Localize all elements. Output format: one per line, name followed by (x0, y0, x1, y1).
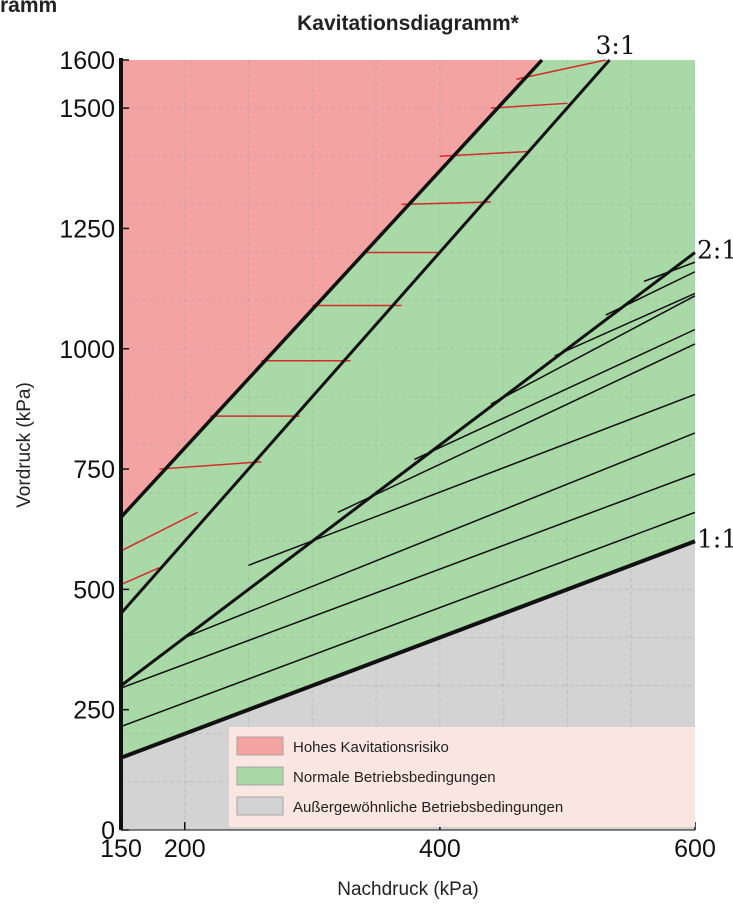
ratio-label-1-1: 1:1 (697, 524, 733, 553)
region-normale-betriebsbedingungen (121, 60, 695, 758)
hatch-line-red (516, 59, 606, 80)
hatch-line-red (120, 511, 198, 552)
ratio-label-layer: 3:1 2:1 1:1 (596, 31, 733, 553)
axes-layer (119, 58, 695, 831)
y-tick-label: 250 (73, 697, 115, 725)
tick-label-layer: 0 250 500 750 1000 1250 1500 1600 150 200 400 600 (59, 47, 715, 863)
x-tick-label: 200 (164, 835, 206, 863)
x-axis-title: Nachdruck (kPa) (337, 879, 479, 900)
legend-box (229, 727, 695, 827)
hatch-line-black (120, 473, 696, 689)
hatch-line-red (120, 567, 160, 586)
legend-label-normale-betriebsbedingungen: Normale Betriebsbedingungen (293, 769, 496, 786)
x-tick-label: 150 (100, 835, 142, 863)
legend-swatch-normale-betriebsbedingungen (236, 766, 284, 786)
y-tick-label: 1500 (59, 95, 115, 123)
legend: Hohes Kavitationsrisiko Normale Betriebsb… (229, 727, 695, 827)
ratio-line-3-1 (119, 59, 611, 615)
chart-title: Kavitationsdiagramm* (297, 12, 520, 35)
y-axis-title: Vordruck (kPa) (14, 382, 35, 508)
hatch-line-black (120, 511, 696, 728)
hatch-line-black (490, 295, 696, 405)
legend-label-au-ergew-hnliche-betriebsbedingungen: Außergewöhnliche Betriebsbedingungen (293, 799, 563, 816)
y-tick-label: 1000 (59, 336, 115, 364)
y-tick-label: 1600 (59, 47, 115, 75)
hatch-line-red (401, 201, 491, 206)
x-tick-label: 600 (674, 835, 716, 863)
ratio-label-3-1: 3:1 (596, 31, 636, 60)
ratio-line-2-1 (120, 251, 696, 687)
legend-label-hohes-kavitationsrisiko: Hohes Kavitationsrisiko (293, 739, 449, 756)
hatch-line-black (248, 393, 696, 567)
hatch-line-black (554, 292, 696, 357)
x-tick-label: 400 (419, 835, 461, 863)
hatch-layer (120, 59, 696, 728)
ratio-label-2-1: 2:1 (697, 236, 733, 265)
cavitation-limit-line (119, 58, 544, 519)
hatch-line-black (184, 432, 696, 639)
hatch-line-black (414, 328, 696, 461)
legend-swatch-hohes-kavitationsrisiko (236, 736, 284, 756)
y-tick-label: 0 (101, 817, 115, 845)
cropped-header-text: ramm (0, 0, 57, 17)
y-tick-label: 500 (73, 576, 115, 604)
legend-swatch-au-ergew-hnliche-betriebsbedingungen (236, 796, 284, 816)
y-tick-label: 1250 (59, 215, 115, 243)
hatch-line-red (490, 102, 568, 109)
y-tick-label: 750 (73, 456, 115, 484)
hatch-line-red (159, 461, 262, 470)
hatch-line-black (337, 343, 696, 514)
ratio-line-1-1 (120, 539, 696, 760)
ratio-line-layer (119, 58, 696, 760)
